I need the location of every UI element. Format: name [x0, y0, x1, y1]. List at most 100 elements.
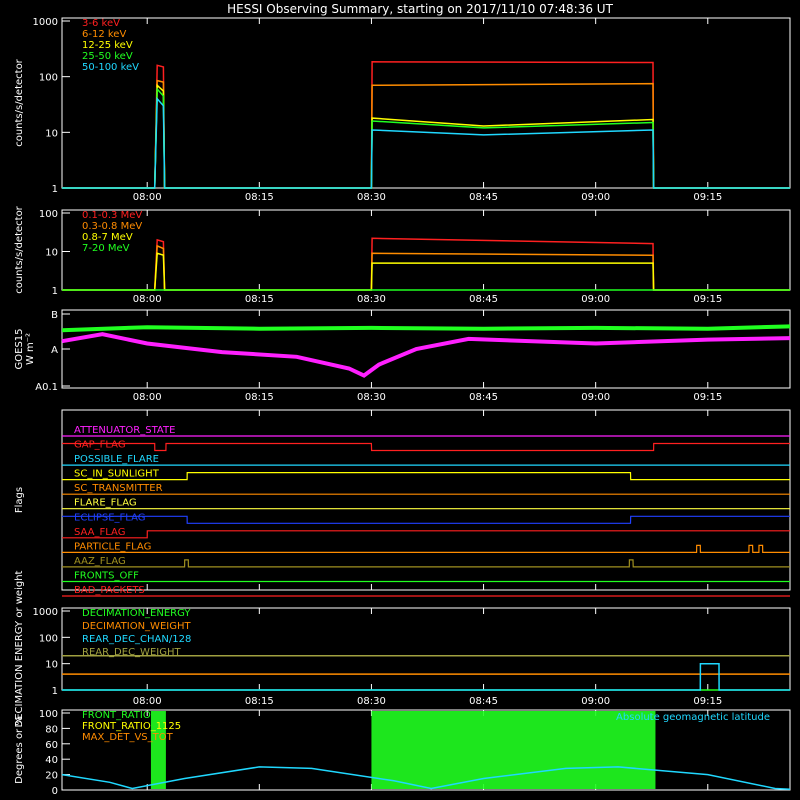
legend-entry: DECIMATION_WEIGHT	[82, 621, 191, 632]
x-tick-label: 08:30	[357, 192, 386, 203]
high-energy-ylabel: counts/s/detector	[14, 205, 25, 293]
y-tick-label: 100	[39, 709, 58, 720]
y-tick-label: 10	[45, 248, 58, 259]
legend-entry: REAR_DEC_WEIGHT	[82, 647, 181, 658]
x-tick-label: 08:15	[245, 294, 274, 305]
y-tick-label: 10	[45, 128, 58, 139]
x-tick-label: 08:45	[469, 192, 498, 203]
y-tick-label: B	[51, 310, 58, 321]
y-tick-label: 100	[39, 633, 58, 644]
x-tick-label: 08:15	[245, 192, 274, 203]
goes-yunit: W m⁻²	[25, 333, 36, 365]
series-line-50-100-kev	[62, 96, 790, 189]
flag-label: FRONTS_OFF	[74, 570, 139, 581]
x-tick-label: 09:00	[581, 192, 610, 203]
legend-entry: MAX_DET_VS_TOT	[82, 732, 174, 743]
flag-label: BAD_PACKETS	[74, 585, 145, 596]
chart-title: HESSI Observing Summary, starting on 201…	[227, 2, 613, 16]
legend-entry: 0.1-0.3 MeV	[82, 210, 142, 221]
low-energy-ylabel: counts/s/detector	[14, 58, 25, 146]
flag-label: FLARE_FLAG	[74, 498, 137, 509]
legend-entry: 7-20 MeV	[82, 243, 130, 254]
series-line-0-1-0-3-mev	[62, 237, 790, 291]
x-tick-label: 08:00	[133, 294, 162, 305]
decimation-ylabel: DECIMATION ENERGY or weight	[14, 570, 25, 727]
legend-entry: 3-6 keV	[82, 18, 120, 29]
legend-entry: 6-12 keV	[82, 29, 126, 40]
y-tick-label: 20	[45, 771, 58, 782]
legend-entry: 0.8-7 MeV	[82, 232, 133, 243]
y-tick-label: 80	[45, 724, 58, 735]
y-tick-label: 1	[52, 184, 58, 195]
legend-entry: 50-100 keV	[82, 62, 139, 73]
x-tick-label: 08:15	[245, 392, 274, 403]
series-line-goes-1	[61, 332, 791, 378]
x-tick-label: 08:00	[133, 696, 162, 707]
series-line-6-12-kev	[62, 79, 790, 189]
front-ratio-ylabel: Degrees or %	[14, 716, 25, 784]
legend-entry: 0.3-0.8 MeV	[82, 221, 142, 232]
flag-label: PARTICLE_FLAG	[74, 541, 151, 552]
x-tick-label: 09:00	[581, 392, 610, 403]
x-tick-label: 08:30	[357, 696, 386, 707]
flag-label: SC_IN_SUNLIGHT	[74, 469, 160, 480]
x-tick-label: 08:15	[245, 696, 274, 707]
front-ratio-frame	[61, 709, 791, 791]
legend-entry: 25-50 keV	[82, 51, 133, 62]
x-tick-label: 09:15	[693, 294, 722, 305]
x-tick-label: 08:00	[133, 192, 162, 203]
series-line-12-25-kev	[62, 83, 790, 189]
legend-entry: DECIMATION_ENERGY	[82, 608, 191, 619]
y-tick-label: 0	[52, 786, 58, 797]
x-tick-label: 09:00	[581, 696, 610, 707]
flag-label: ECLIPSE_FLAG	[74, 512, 145, 523]
series-line-25-50-kev	[62, 87, 790, 189]
x-tick-label: 08:45	[469, 696, 498, 707]
legend-entry: 12-25 keV	[82, 40, 133, 51]
y-tick-label: 40	[45, 755, 58, 766]
goes-ylabel: GOES15	[14, 328, 25, 369]
y-tick-label: 100	[39, 73, 58, 84]
flags-frame	[61, 409, 791, 591]
y-tick-label: 60	[45, 740, 58, 751]
legend-entry: FRONT_RATIO_1125	[82, 721, 181, 732]
legend-entry: FRONT_RATIO	[82, 710, 151, 721]
flag-label: SAA_FLAG	[74, 527, 125, 538]
flag-line-particle_flag	[62, 544, 790, 554]
high-energy-frame	[61, 209, 791, 291]
flag-line-gap_flag	[62, 442, 790, 452]
low-energy-frame	[61, 17, 791, 189]
series-line-0-3-0-8-mev	[62, 244, 790, 291]
geomagnetic-latitude-label: Absolute geomagnetic latitude	[616, 712, 770, 723]
x-tick-label: 08:45	[469, 294, 498, 305]
flags-ylabel: Flags	[14, 487, 25, 513]
flag-label: ATTENUATOR_STATE	[74, 425, 175, 436]
y-tick-label: 1	[52, 686, 58, 697]
y-tick-label: 1000	[33, 607, 58, 618]
y-tick-label: 10	[45, 660, 58, 671]
y-tick-label: 1000	[33, 17, 58, 28]
flag-line-aaz_flag	[62, 559, 790, 568]
x-tick-label: 08:45	[469, 392, 498, 403]
flag-label: AAZ_FLAG	[74, 556, 126, 567]
series-line-rear-dec-chan-128	[62, 662, 790, 691]
flag-line-sc_in_sunlight	[62, 472, 790, 481]
x-tick-label: 08:30	[357, 392, 386, 403]
front-ratio-block	[150, 711, 166, 789]
series-line-goes-0	[61, 324, 791, 333]
series-line-0-8-7-mev	[62, 252, 790, 291]
x-tick-label: 09:15	[693, 696, 722, 707]
y-tick-label: A0.1	[35, 382, 58, 393]
flag-label: POSSIBLE_FLARE	[74, 454, 159, 465]
x-tick-label: 09:15	[693, 192, 722, 203]
series-line-absolute-geomagnetic-latitude	[61, 766, 791, 790]
x-tick-label: 09:00	[581, 294, 610, 305]
x-tick-label: 09:15	[693, 392, 722, 403]
front-ratio-block	[371, 711, 656, 789]
flag-label: GAP_FLAG	[74, 440, 126, 451]
x-tick-label: 08:30	[357, 294, 386, 305]
legend-entry: REAR_DEC_CHAN/128	[82, 634, 191, 645]
y-tick-label: A	[51, 345, 58, 356]
flag-label: SC_TRANSMITTER	[74, 483, 163, 494]
